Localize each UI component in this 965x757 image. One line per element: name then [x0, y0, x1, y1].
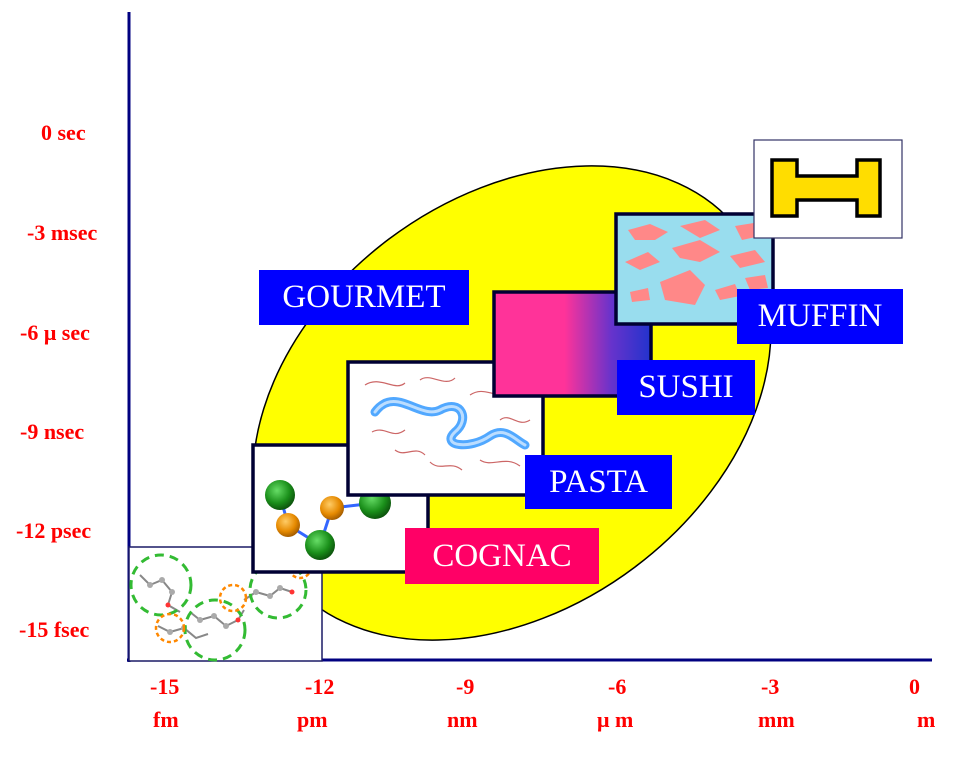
x-unit-m: m	[917, 707, 936, 732]
atomistic-molecule-icon	[128, 546, 323, 662]
x-number-mm: -3	[761, 674, 780, 699]
x-number-um: -6	[608, 674, 627, 699]
x-number-m: 0	[909, 674, 920, 699]
y-label-psec: -12 psec	[16, 518, 92, 543]
x-unit-um: μ m	[597, 707, 634, 732]
x-unit-nm: nm	[447, 707, 478, 732]
y-label-msec: -3 msec	[27, 220, 98, 245]
x-number-nm: -9	[456, 674, 475, 699]
tag-gourmet: GOURMET	[259, 270, 469, 325]
tag-muffin: MUFFIN	[737, 289, 903, 344]
x-number-fm: -15	[150, 674, 180, 699]
y-label-usec: -6 μ sec	[20, 320, 90, 345]
x-unit-pm: pm	[297, 707, 328, 732]
x-unit-mm: mm	[758, 707, 795, 732]
y-label-0sec: 0 sec	[41, 120, 86, 145]
y-label-nsec: -9 nsec	[20, 419, 85, 444]
x-number-pm: -12	[305, 674, 335, 699]
i-beam-icon	[753, 139, 903, 239]
tag-cognac: COGNAC	[405, 528, 599, 584]
x-unit-fm: fm	[153, 707, 179, 732]
tag-sushi: SUSHI	[617, 360, 755, 415]
y-label-fsec: -15 fsec	[19, 617, 90, 642]
tag-pasta: PASTA	[525, 455, 672, 509]
